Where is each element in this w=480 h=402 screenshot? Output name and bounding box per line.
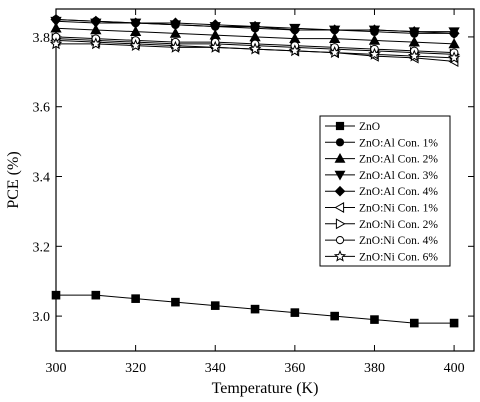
data-point [129,39,142,51]
x-tick-label: 360 [284,361,305,376]
data-point [335,121,345,131]
x-tick-label: 340 [205,361,226,376]
legend-label: ZnO:Al Con. 4% [359,186,438,198]
legend-entry: ZnO:Ni Con. 2% [325,218,438,231]
data-point [447,51,461,64]
data-point [169,17,181,29]
data-point [169,40,182,53]
data-point [329,32,341,43]
data-point [208,40,222,53]
data-point [334,185,346,197]
legend-label: ZnO:Al Con. 3% [359,170,438,182]
data-point [130,17,142,29]
data-point [408,49,421,62]
data-point [90,15,102,27]
data-point [49,37,63,50]
data-point [370,315,379,324]
series-layer [49,13,461,328]
x-axis-title: Temperature (K) [212,380,319,397]
legend-label: ZnO:Ni Con. 2% [359,219,438,231]
data-point [91,290,101,300]
data-point [449,318,459,328]
data-point [368,47,381,60]
legend-label: ZnO [359,121,380,133]
legend-entry: ZnO:Ni Con. 6% [325,250,438,263]
data-point [333,250,347,262]
data-point [50,13,62,25]
legend-label: ZnO:Al Con. 1% [359,137,438,149]
legend-label: ZnO:Ni Con. 6% [359,251,438,263]
plot-frame [55,8,475,352]
y-tick-label: 3.2 [33,240,51,255]
y-axis-title: PCE (%) [5,151,22,208]
y-tick-label: 3.8 [33,31,51,46]
series-0 [51,290,459,328]
x-tick-label: 380 [364,361,385,376]
data-point [448,27,460,39]
data-point [290,308,300,317]
x-tick-label: 400 [444,361,465,376]
data-point [335,218,346,230]
data-point [250,304,260,314]
data-point [328,46,341,58]
legend-entry: ZnO:Ni Con. 1% [325,202,438,215]
data-point [90,24,102,35]
data-point [289,24,301,36]
x-tick-label: 300 [46,361,67,376]
legend-label: ZnO:Ni Con. 1% [359,203,438,215]
data-point [249,20,261,32]
data-point [89,37,103,50]
y-tick-label: 3.0 [33,310,51,325]
legend-entry: ZnO:Al Con. 4% [325,185,438,198]
data-point [51,290,61,300]
data-point [409,318,419,328]
data-point [131,294,140,303]
data-point [334,152,346,163]
data-point [329,24,341,36]
data-point [210,301,220,310]
data-point [209,19,221,31]
y-tick-label: 3.6 [33,101,51,116]
data-point [171,297,180,307]
data-point [408,26,420,38]
legend-label: ZnO:Al Con. 2% [359,154,438,166]
data-point [368,24,380,36]
legend-entry: ZnO:Al Con. 1% [325,137,438,149]
legend-entry: ZnO:Al Con. 2% [325,152,438,166]
data-point [335,138,345,147]
data-point [408,36,420,47]
legend-entry: ZnO:Al Con. 3% [325,170,438,182]
series-8 [49,37,461,64]
data-point [335,236,345,245]
data-point [248,42,262,55]
data-point [50,22,62,33]
series-2 [50,22,460,49]
data-point [334,170,346,181]
data-point [169,27,182,38]
legend: ZnO ZnO:Al Con. 1% ZnO:Al Con. 2% ZnO:Al Co… [319,115,451,267]
series-4 [50,13,460,39]
y-tick-label: 3.4 [33,171,51,186]
data-point [288,44,302,57]
axis-ticks: 300 320 340 360 380 400 3.0 3.2 3.4 3.6 3.8 [33,9,474,376]
data-point [334,202,345,213]
data-point [330,311,339,321]
data-point [448,38,460,49]
data-point [368,34,381,45]
legend-entry: ZnO:Ni Con. 4% [325,235,438,247]
x-tick-label: 320 [125,361,146,376]
legend-entry: ZnO [325,121,380,133]
legend-label: ZnO:Ni Con. 4% [359,235,438,247]
data-point [129,25,142,36]
